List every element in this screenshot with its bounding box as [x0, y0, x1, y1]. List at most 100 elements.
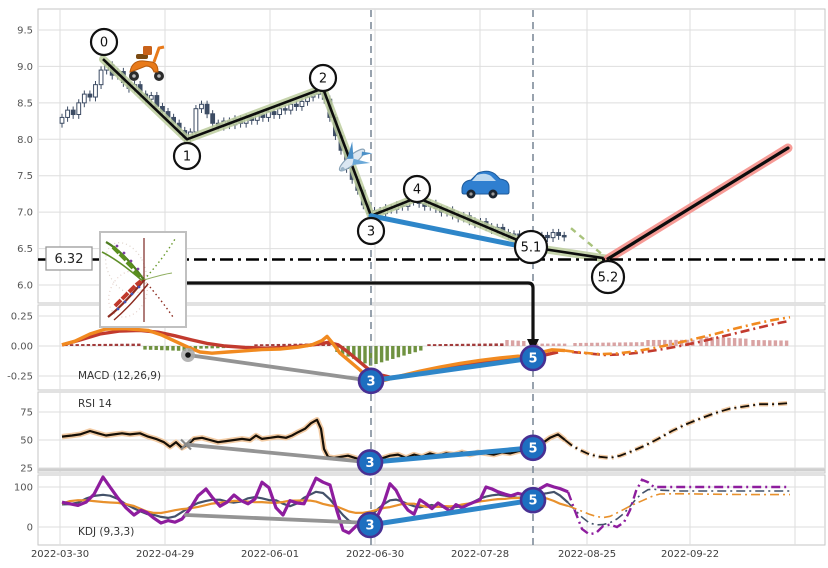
wave-circle-label: 2 [319, 72, 327, 87]
price-green-dashed-projection [570, 227, 605, 257]
price-level-label-box: 6.32 [45, 246, 93, 271]
histogram-bar [379, 346, 384, 363]
macd-marker: 5 [519, 344, 547, 372]
histogram-bar [606, 342, 611, 346]
y-tick-label: 25 [20, 464, 33, 475]
price-forecast-line [606, 146, 790, 261]
wave-circle-outline [172, 141, 202, 171]
histogram-bar [137, 343, 141, 346]
x-tick-label: 2022-06-30 [346, 549, 404, 560]
scooter-body [129, 60, 159, 73]
histogram-bar [590, 342, 594, 346]
histogram-bar [618, 342, 622, 346]
histogram-bar [663, 339, 667, 346]
rsi-marker: 5 [519, 434, 547, 462]
histogram-bar [505, 340, 509, 346]
rsi-panel [37, 391, 826, 474]
histogram-bar [727, 337, 731, 346]
wave-circle: 0 [89, 27, 119, 57]
scooter-steering [152, 45, 165, 63]
annotation-icons [129, 45, 510, 199]
histogram-bar [438, 344, 442, 346]
rsi-gray-start-x-marker [180, 438, 192, 451]
histogram-bar [540, 343, 544, 346]
histogram-bar [199, 346, 203, 349]
candle-body [98, 69, 104, 86]
rsi-gray-trendline [184, 442, 372, 465]
panel-marker-circle [519, 434, 547, 462]
kdj-panel-label: KDJ (9,3,3) [78, 526, 134, 538]
car-front-hub [491, 192, 495, 196]
histogram-bar [265, 344, 269, 346]
histogram-bar [385, 346, 389, 361]
histogram-bar [522, 341, 526, 346]
histogram-bar [143, 346, 147, 350]
histogram-bar [634, 342, 639, 346]
histogram-bar [584, 342, 588, 346]
histogram-bar [259, 344, 264, 346]
panel-marker-circle [357, 367, 385, 395]
candle-body [293, 103, 299, 108]
histogram-bar [751, 340, 755, 346]
histogram-bar [148, 346, 153, 350]
car-body [461, 170, 510, 195]
wave-circle-outline [513, 229, 549, 265]
candle-body [550, 232, 556, 239]
candle-body [210, 113, 216, 124]
candle-body [87, 93, 93, 98]
histogram-bar [557, 343, 561, 346]
airplane-icon [338, 141, 373, 172]
kdj-marker: 3 [356, 511, 384, 539]
macd-blue-trendline [368, 355, 536, 384]
wave-circle-outline [402, 174, 432, 204]
histogram-bar [86, 344, 91, 346]
histogram-bar [573, 343, 577, 346]
histogram-bar [629, 342, 633, 346]
histogram-bar [773, 340, 778, 346]
wave-circle-label: 4 [413, 183, 421, 198]
candle-body [81, 93, 87, 104]
kdj-blue-trendline [367, 497, 536, 528]
panel-marker-label: 5 [528, 441, 537, 456]
wave-circle-label: 1 [183, 150, 191, 165]
candle-body [193, 108, 199, 133]
panel-marker-label: 3 [366, 374, 375, 389]
y-tick-label: 8.5 [17, 98, 33, 109]
histogram-bar [710, 336, 714, 346]
histogram-bar [165, 346, 170, 351]
histogram-bar [595, 342, 600, 346]
histogram-bar [685, 339, 689, 346]
histogram-bar [413, 346, 417, 353]
wave-circle-label: 5.1 [521, 241, 542, 256]
wave-circle-outline [356, 216, 386, 246]
y-tick-label: 100 [14, 483, 33, 494]
macd-dif-forecast [564, 315, 791, 356]
histogram-bar [494, 343, 498, 346]
x-tick-label: 2022-04-29 [136, 549, 194, 560]
candle-body [204, 103, 210, 115]
histogram-bar [646, 340, 650, 346]
wave-circle-label: 5.2 [598, 271, 619, 286]
histogram-bar [546, 343, 550, 346]
histogram-bar [69, 344, 74, 346]
kdj-j-line [61, 475, 569, 535]
histogram-bar [668, 339, 673, 346]
histogram-bar [466, 343, 470, 346]
histogram-bar [125, 343, 130, 346]
histogram-bar [455, 343, 459, 346]
macd-dif-line [61, 326, 566, 383]
kdj-j-forecast [566, 478, 790, 536]
histogram-bar [449, 343, 454, 346]
airplane-wing-upper [352, 158, 371, 165]
wave-circle: 4 [402, 174, 432, 204]
histogram-bar [120, 343, 124, 346]
histogram-bar [204, 346, 209, 349]
y-tick-label: 0.00 [11, 342, 33, 353]
histogram-bar [97, 343, 102, 346]
histogram-bar [601, 342, 605, 346]
histogram-bar [176, 346, 181, 351]
histogram-bar [154, 346, 158, 350]
histogram-bar [674, 339, 678, 346]
y-tick-label: 8.0 [17, 135, 33, 146]
